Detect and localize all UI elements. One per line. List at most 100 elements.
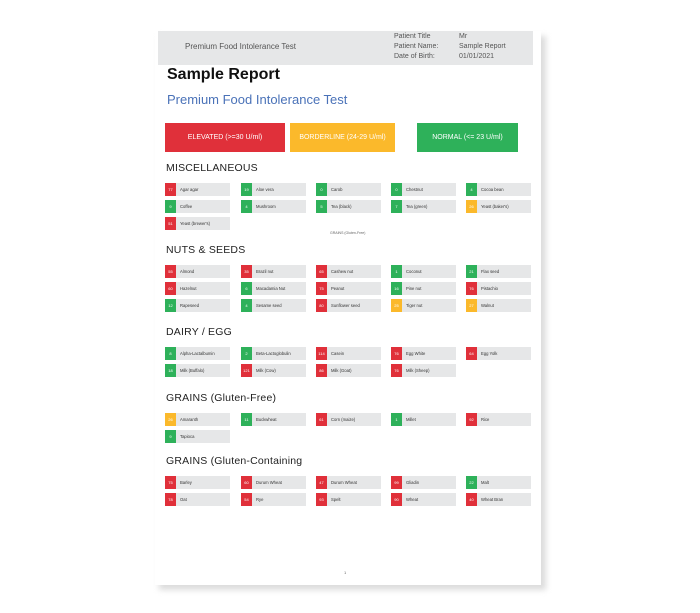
food-score-badge: 93 bbox=[316, 493, 327, 506]
food-score-badge: 75 bbox=[165, 476, 176, 489]
food-name: Mushroom bbox=[256, 204, 276, 209]
food-score-badge: 18 bbox=[165, 364, 176, 377]
food-item: 60 Hazelnut bbox=[165, 282, 230, 295]
food-item: 26 Yeast (baker's) bbox=[466, 200, 531, 213]
report-page: Premium Food Intolerance Test Patient Ti… bbox=[155, 31, 541, 585]
section-title: MISCELLANEOUS bbox=[166, 162, 258, 174]
food-name: Amaranth bbox=[180, 417, 199, 422]
legend-borderline: BORDERLINE (24-29 U/ml) bbox=[290, 123, 395, 152]
report-subtitle: Premium Food Intolerance Test bbox=[167, 92, 348, 107]
legend-elevated: ELEVATED (>=30 U/ml) bbox=[165, 123, 285, 152]
food-score-badge: 6 bbox=[241, 282, 252, 295]
section-title: GRAINS (Gluten-Free) bbox=[166, 392, 277, 404]
food-item: 11 Buckwheat bbox=[241, 413, 306, 426]
food-name: Tea (black) bbox=[331, 204, 352, 209]
food-name: Rapeseed bbox=[180, 303, 200, 308]
food-score-badge: 60 bbox=[165, 282, 176, 295]
food-name: Agar agar bbox=[180, 187, 199, 192]
food-name: Wheat Bran bbox=[481, 497, 504, 502]
food-name: Buckwheat bbox=[256, 417, 277, 422]
food-item: 25 Tiger nut bbox=[391, 299, 456, 312]
food-item: 121 Milk (Cow) bbox=[241, 364, 306, 377]
food-name: Wheat bbox=[406, 497, 419, 502]
food-name: Coffee bbox=[180, 204, 193, 209]
food-name: Milk (Buffalo) bbox=[180, 368, 205, 373]
food-name: Sesame seed bbox=[256, 303, 282, 308]
header-test-name: Premium Food Intolerance Test bbox=[185, 42, 297, 51]
food-item: 80 Sunflower seed bbox=[316, 299, 381, 312]
food-score-badge: 76 bbox=[391, 347, 402, 360]
food-score-badge: 26 bbox=[165, 413, 176, 426]
food-item: 60 Durum Wheat bbox=[241, 476, 306, 489]
label-patient-name: Patient Name: bbox=[394, 43, 439, 50]
food-item: 35 Brazil nut bbox=[241, 265, 306, 278]
food-score-badge: 5 bbox=[316, 200, 327, 213]
food-item: 90 Wheat bbox=[391, 493, 456, 506]
value-patient-name: Sample Report bbox=[459, 43, 506, 50]
food-score-badge: 9 bbox=[165, 430, 176, 443]
food-score-badge: 9 bbox=[165, 200, 176, 213]
section-title: GRAINS (Gluten-Containing bbox=[166, 455, 303, 467]
legend-normal: NORMAL (<= 23 U/ml) bbox=[417, 123, 518, 152]
food-name: Cashew nut bbox=[331, 269, 354, 274]
food-item: 2 Beta-Lactoglobulin bbox=[241, 347, 306, 360]
food-score-badge: 60 bbox=[241, 476, 252, 489]
food-item: 76 Milk (Sheep) bbox=[391, 364, 456, 377]
food-item: 16 Pine nut bbox=[391, 282, 456, 295]
food-item: 61 Corn (maize) bbox=[316, 413, 381, 426]
food-name: Almond bbox=[180, 269, 195, 274]
food-score-badge: 4 bbox=[241, 200, 252, 213]
food-score-badge: 7 bbox=[391, 200, 402, 213]
food-item: 21 Flax seed bbox=[466, 265, 531, 278]
food-score-badge: 26 bbox=[466, 200, 477, 213]
food-score-badge: 121 bbox=[241, 364, 252, 377]
food-name: Chestnut bbox=[406, 187, 423, 192]
page-number: 1 bbox=[344, 570, 347, 575]
food-item: 8 Alpha-Lactalbumin bbox=[165, 347, 230, 360]
food-score-badge: 0 bbox=[391, 183, 402, 196]
food-name: Corn (maize) bbox=[331, 417, 356, 422]
food-item: 99 Gliadin bbox=[391, 476, 456, 489]
food-item: 75 Barley bbox=[165, 476, 230, 489]
food-score-badge: 47 bbox=[316, 476, 327, 489]
food-name: Tea (green) bbox=[406, 204, 428, 209]
small-note: GRAINS (Gluten-Free) bbox=[330, 231, 366, 235]
food-item: 0 Carob bbox=[316, 183, 381, 196]
food-score-badge: 27 bbox=[466, 299, 477, 312]
food-name: Rice bbox=[481, 417, 490, 422]
food-item: 64 Egg Yolk bbox=[466, 347, 531, 360]
food-score-badge: 86 bbox=[316, 364, 327, 377]
value-date-of-birth: 01/01/2021 bbox=[459, 53, 495, 60]
food-item: 51 Yeast (brewer's) bbox=[165, 217, 230, 230]
food-item: 54 Rye bbox=[241, 493, 306, 506]
food-name: Coconut bbox=[406, 269, 422, 274]
food-name: Tiger nut bbox=[406, 303, 423, 308]
food-score-badge: 1 bbox=[391, 413, 402, 426]
food-name: Aloe vera bbox=[256, 187, 274, 192]
food-item: 78 Oat bbox=[165, 493, 230, 506]
food-item: 1 Millet bbox=[391, 413, 456, 426]
food-item: 18 Milk (Buffalo) bbox=[165, 364, 230, 377]
food-score-badge: 4 bbox=[466, 183, 477, 196]
food-score-badge: 99 bbox=[391, 476, 402, 489]
food-item: 47 Durum Wheat bbox=[316, 476, 381, 489]
food-item: 27 Walnut bbox=[466, 299, 531, 312]
header-band: Premium Food Intolerance Test Patient Ti… bbox=[158, 31, 533, 65]
food-name: Milk (Sheep) bbox=[406, 368, 430, 373]
food-item: 9 Coffee bbox=[165, 200, 230, 213]
food-score-badge: 61 bbox=[316, 413, 327, 426]
food-name: Casein bbox=[331, 351, 345, 356]
food-name: Egg Yolk bbox=[481, 351, 498, 356]
food-score-badge: 12 bbox=[165, 299, 176, 312]
food-score-badge: 64 bbox=[466, 347, 477, 360]
food-item: 5 Tea (black) bbox=[316, 200, 381, 213]
food-item: 4 Mushroom bbox=[241, 200, 306, 213]
food-score-badge: 54 bbox=[241, 493, 252, 506]
food-score-badge: 55 bbox=[165, 265, 176, 278]
food-name: Malt bbox=[481, 480, 489, 485]
food-item: 26 Amaranth bbox=[165, 413, 230, 426]
food-name: Pistachio bbox=[481, 286, 498, 291]
food-item: 4 Sesame seed bbox=[241, 299, 306, 312]
food-name: Brazil nut bbox=[256, 269, 274, 274]
food-score-badge: 75 bbox=[316, 282, 327, 295]
